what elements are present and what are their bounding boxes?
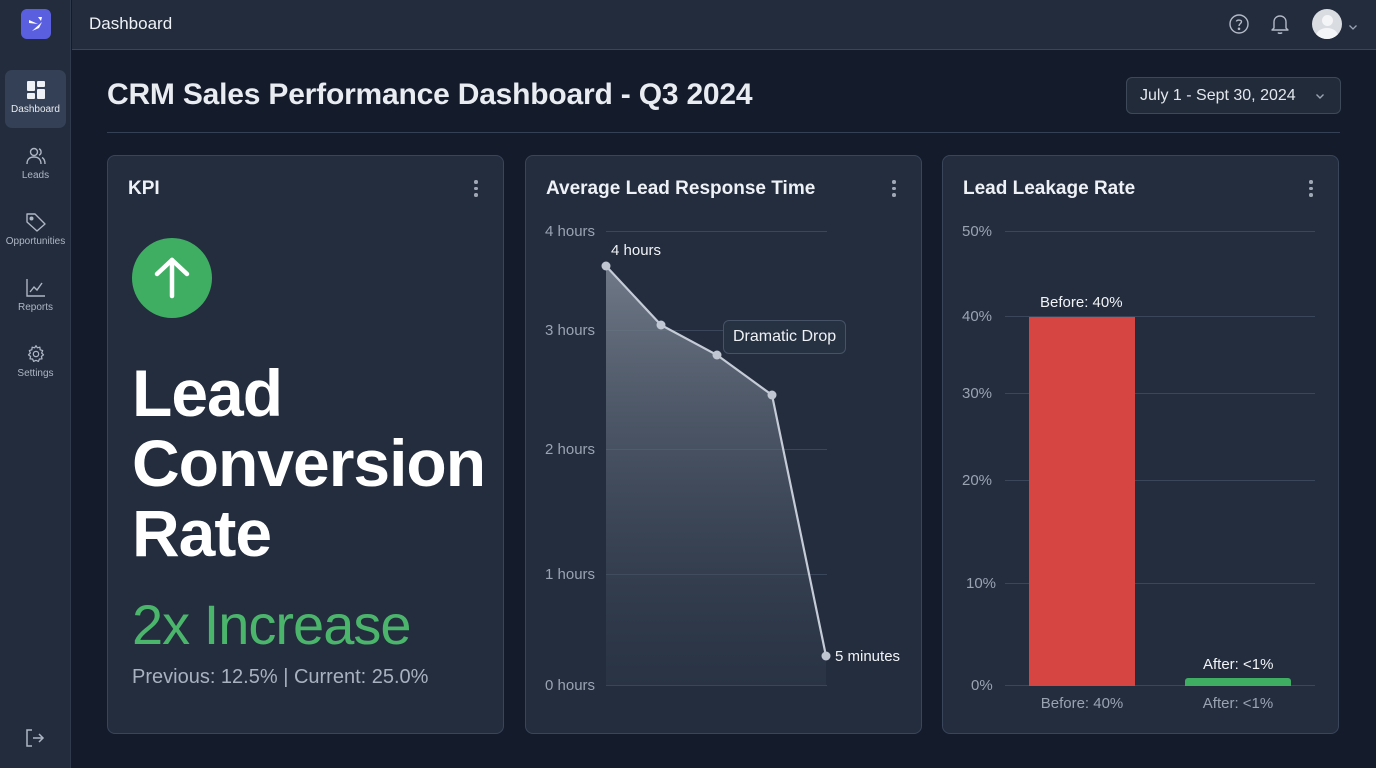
data-point[interactable] [656, 320, 666, 330]
logo-icon [29, 17, 42, 31]
card-menu-button[interactable] [473, 180, 479, 198]
page-title: CRM Sales Performance Dashboard - Q3 202… [107, 78, 753, 111]
line-chart-icon [25, 279, 45, 297]
chevron-down-icon [1316, 94, 1324, 99]
y-tick-label: 1 hours [545, 566, 596, 583]
kebab-dot [1309, 193, 1313, 197]
sidebar-item-label: Settings [17, 368, 54, 379]
kpi-metric-name: Lead Conversion Rate [132, 356, 486, 570]
y-tick-label: 2 hours [545, 441, 596, 458]
y-tick-label: 20% [962, 472, 993, 489]
logout-icon [26, 729, 45, 747]
dashboard-grid-icon [26, 81, 45, 99]
sidebar-item-label: Opportunities [5, 236, 66, 247]
y-tick-label: 0% [971, 677, 993, 694]
y-tick-label: 3 hours [545, 322, 596, 339]
gridline [606, 330, 827, 331]
kpi-value: 2x Increase [132, 593, 411, 656]
response-time-card: Average Lead Response Time 4 hours 3 hou… [525, 155, 922, 734]
gridline [1005, 685, 1315, 686]
date-range-value: July 1 - Sept 30, 2024 [1140, 86, 1296, 104]
kpi-detail: Previous: 12.5% | Current: 25.0% [132, 666, 429, 688]
data-label-end: 5 minutes [835, 648, 901, 665]
date-range-select[interactable]: July 1 - Sept 30, 2024 [1126, 77, 1341, 114]
data-label-start: 4 hours [611, 242, 662, 259]
avatar-head-shape [1322, 15, 1333, 26]
kebab-dot [1309, 180, 1313, 184]
kebab-dot [1309, 186, 1313, 190]
kebab-dot [474, 193, 478, 197]
sidebar-item-leads[interactable]: Leads [5, 136, 66, 194]
kebab-dot [474, 186, 478, 190]
y-tick-label: 50% [962, 223, 993, 240]
sidebar-item-dashboard[interactable]: Dashboard [5, 70, 66, 128]
sidebar: Dashboard Leads Opportunities Reports Se… [0, 0, 71, 768]
chevron-down-icon [1349, 25, 1357, 30]
data-point[interactable] [767, 390, 777, 400]
gridline [1005, 316, 1315, 317]
y-tick-label: 30% [962, 385, 993, 402]
y-tick-label: 4 hours [545, 223, 596, 240]
card-menu-button[interactable] [1308, 180, 1314, 198]
top-bar-title: Dashboard [89, 14, 173, 33]
notifications-button[interactable] [1270, 13, 1290, 40]
data-point[interactable] [712, 350, 722, 360]
users-icon [25, 147, 46, 165]
gridline [1005, 480, 1315, 481]
kpi-metric-line: Conversion [132, 426, 486, 500]
bar-before[interactable] [1029, 317, 1135, 686]
gridline [1005, 231, 1315, 232]
user-avatar[interactable] [1312, 9, 1342, 39]
y-tick-label: 10% [966, 575, 997, 592]
card-menu-button[interactable] [891, 180, 897, 198]
sidebar-item-settings[interactable]: Settings [5, 334, 66, 392]
top-bar: Dashboard [72, 0, 1376, 50]
avatar-body-shape [1316, 28, 1338, 39]
sidebar-item-opportunities[interactable]: Opportunities [5, 202, 66, 260]
gridline [1005, 583, 1315, 584]
data-point[interactable] [601, 261, 611, 271]
kebab-dot [474, 180, 478, 184]
card-title: KPI [128, 178, 160, 199]
kpi-card: KPI Lead Conversion Rate 2x Increase Pre… [107, 155, 504, 734]
account-menu-toggle[interactable] [1348, 18, 1358, 36]
help-icon [1229, 14, 1249, 34]
lead-leakage-card: Lead Leakage Rate 50% 40% 30% 20% 10% 0%… [942, 155, 1339, 734]
bell-icon [1271, 15, 1289, 34]
tag-icon [25, 213, 46, 232]
response-time-line-chart [601, 261, 831, 686]
x-category-label: After: <1% [1202, 695, 1274, 712]
kebab-dot [892, 186, 896, 190]
area-fill [606, 266, 826, 686]
kebab-dot [892, 180, 896, 184]
bar-value-label: After: <1% [1203, 656, 1274, 673]
trend-badge [132, 238, 212, 318]
y-tick-label: 0 hours [545, 677, 596, 694]
gridline [1005, 393, 1315, 394]
sidebar-item-label: Leads [21, 170, 50, 181]
annotation-callout: Dramatic Drop [723, 320, 847, 354]
kpi-metric-line: Rate [132, 496, 272, 570]
gear-icon [27, 345, 44, 363]
card-title: Average Lead Response Time [546, 178, 816, 199]
sidebar-item-label: Dashboard [11, 104, 60, 115]
card-title: Lead Leakage Rate [963, 178, 1136, 199]
bar-after[interactable] [1185, 678, 1291, 686]
y-tick-label: 40% [962, 308, 993, 325]
bar-value-label: Before: 40% [1040, 294, 1123, 311]
arrow-up-icon [154, 257, 190, 299]
header-divider [107, 132, 1340, 133]
data-point[interactable] [821, 651, 831, 661]
app-logo[interactable] [21, 9, 51, 39]
kpi-metric-line: Lead [132, 356, 283, 430]
sidebar-item-label: Reports [17, 302, 53, 313]
gridline [606, 231, 827, 232]
help-button[interactable] [1228, 13, 1250, 40]
kebab-dot [892, 193, 896, 197]
x-category-label: Before: 40% [1040, 695, 1124, 712]
sidebar-item-reports[interactable]: Reports [5, 268, 66, 326]
logout-button[interactable] [24, 727, 46, 754]
